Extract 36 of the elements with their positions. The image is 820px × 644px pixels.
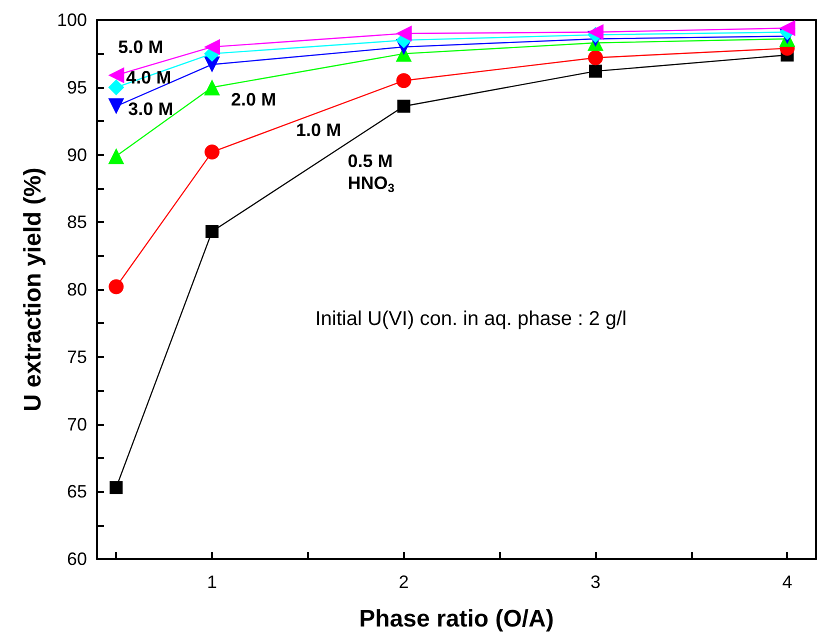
y-tick-label: 60 [66, 549, 87, 569]
point [110, 481, 123, 494]
series-label: 5.0 M [118, 37, 164, 58]
x-tick-label: 1 [207, 572, 218, 592]
y-tick-label: 75 [66, 346, 87, 367]
series-label: 3.0 M [128, 99, 174, 120]
series-label: 2.0 M [231, 89, 276, 110]
y-axis-title: U extraction yield (%) [20, 167, 46, 412]
y-tick-label: 70 [66, 414, 87, 434]
y-tick-label: 85 [66, 212, 87, 232]
y-tick-label: 95 [66, 77, 87, 98]
point [204, 144, 220, 160]
x-tick-label: 4 [782, 572, 792, 592]
x-axis-title: Phase ratio (O/A) [359, 606, 554, 632]
y-tick-label: 80 [66, 280, 87, 300]
point [204, 79, 220, 96]
point [589, 64, 602, 78]
point [397, 100, 410, 113]
point [396, 73, 412, 88]
point [108, 98, 124, 114]
x-tick-label: 3 [590, 572, 601, 592]
point [396, 25, 412, 42]
point [206, 225, 219, 238]
point [108, 279, 124, 294]
y-tick-label: 90 [66, 144, 87, 165]
y-tick-label: 65 [66, 482, 87, 502]
x-tick-label: 2 [398, 572, 409, 592]
point [204, 38, 220, 55]
point [588, 50, 604, 66]
point [108, 67, 124, 84]
series-label: 1.0 M [296, 120, 342, 140]
annotation: Initial U(VI) con. in aq. phase : 2 g/l [315, 308, 627, 330]
point [108, 148, 124, 164]
point [108, 79, 124, 96]
y-tick-label: 100 [56, 10, 87, 30]
point [779, 20, 796, 36]
